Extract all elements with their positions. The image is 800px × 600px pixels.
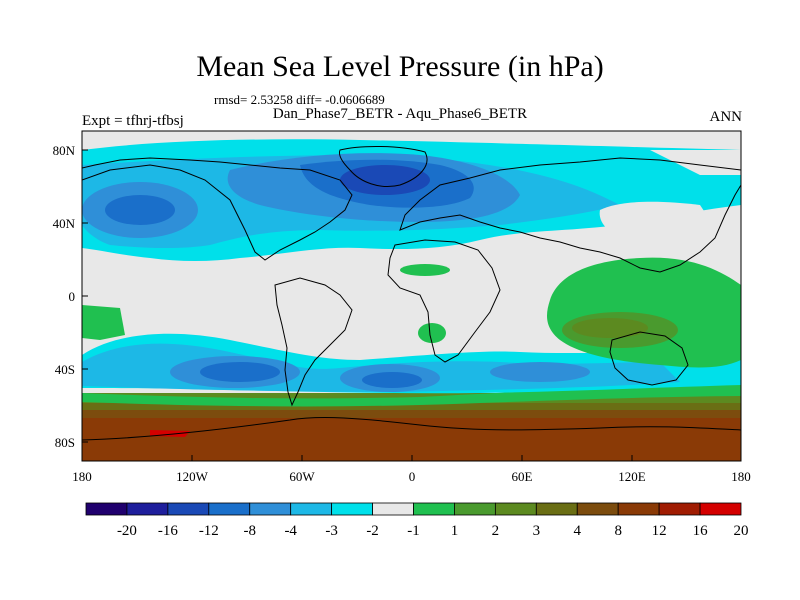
africa-coast	[387, 239, 501, 363]
colorbar: -20 -16 -12 -8 -4 -3 -2 -1 1 2 3 4 8 12 16 20	[85, 502, 749, 539]
south-indian-low	[490, 362, 590, 382]
lat-label-40s: 40S	[55, 362, 75, 377]
plot-title: Mean Sea Level Pressure (in hPa)	[196, 50, 604, 83]
colorbar-box-10	[494, 502, 537, 516]
europe-asia-coast	[399, 157, 741, 273]
longitude-labels: 180 120W 60W 0 60E 120E 180	[72, 469, 751, 484]
colorbar-label: -8	[244, 523, 257, 539]
experiment-label: Expt = tfhrj-tfbsj	[82, 113, 184, 129]
lon-label-0: 0	[409, 469, 416, 484]
greenland-coast	[339, 146, 428, 187]
south-pacific-low-core	[200, 362, 280, 382]
colorbar-label: -20	[117, 523, 137, 539]
australia-coast	[609, 331, 689, 386]
colorbar-label: 3	[533, 523, 541, 539]
colorbar-label: -16	[158, 523, 178, 539]
lat-label-0: 0	[69, 289, 76, 304]
colorbar-box-15	[699, 502, 742, 516]
stats-text: rmsd= 2.53258 diff= -0.0606689	[214, 92, 385, 107]
lat-label-40n: 40N	[53, 216, 76, 231]
north-america-coast	[82, 157, 353, 261]
plot-subtitle: Dan_Phase7_BETR - Aqu_Phase6_BETR	[272, 106, 528, 122]
east-asia-neutral	[599, 201, 720, 243]
contour-fill-layer	[82, 131, 741, 461]
southern-band-12	[82, 418, 741, 461]
colorbar-box-2	[167, 502, 210, 516]
colorbar-box-9	[454, 502, 496, 516]
antarctica-coast	[82, 417, 741, 441]
lon-label-60e: 60E	[512, 469, 533, 484]
lon-label-120e: 120E	[618, 469, 646, 484]
lat-label-80s: 80S	[55, 435, 75, 450]
coastlines	[82, 146, 741, 441]
colorbar-label: -1	[407, 523, 420, 539]
colorbar-label: -12	[199, 523, 219, 539]
indo-positive-3	[572, 318, 648, 338]
lon-label-180-east: 180	[731, 469, 751, 484]
lon-label-180-west: 180	[72, 469, 92, 484]
south-america-coast	[274, 277, 353, 407]
colorbar-box-12	[576, 502, 619, 516]
arctic-neutral	[650, 150, 741, 175]
colorbar-box-14	[658, 502, 701, 516]
season-label: ANN	[709, 109, 743, 125]
south-africa-positive	[418, 323, 446, 343]
colorbar-box-4	[249, 502, 292, 516]
colorbar-label: 4	[574, 523, 582, 539]
latitude-labels: 80N 40N 0 40S 80S	[53, 143, 76, 450]
north-pacific-low-core	[105, 195, 175, 225]
lat-label-80n: 80N	[53, 143, 76, 158]
east-pacific-positive	[82, 305, 125, 340]
colorbar-box-5	[290, 502, 333, 516]
south-atlantic-low-core	[362, 372, 422, 388]
colorbar-label: -4	[284, 523, 297, 539]
colorbar-label: 2	[492, 523, 500, 539]
colorbar-label: 16	[693, 523, 709, 539]
lon-label-60w: 60W	[289, 469, 315, 484]
colorbar-box-0	[85, 502, 128, 516]
lon-label-120w: 120W	[176, 469, 209, 484]
colorbar-label: -3	[325, 523, 338, 539]
colorbar-box-7	[372, 502, 414, 516]
colorbar-box-11	[535, 502, 578, 516]
colorbar-box-6	[331, 502, 373, 516]
colorbar-box-3	[208, 502, 251, 516]
latitude-axis	[82, 149, 88, 443]
longitude-axis	[191, 455, 633, 461]
colorbar-label: 1	[451, 523, 459, 539]
colorbar-box-13	[617, 502, 660, 516]
colorbar-label: -2	[366, 523, 379, 539]
north-atlantic-low-core	[340, 165, 430, 195]
colorbar-label: 8	[614, 523, 622, 539]
colorbar-label: 20	[734, 523, 749, 539]
colorbar-label: 12	[652, 523, 667, 539]
colorbar-box-1	[126, 502, 169, 516]
sahara-positive	[400, 264, 450, 276]
colorbar-box-8	[413, 502, 455, 516]
